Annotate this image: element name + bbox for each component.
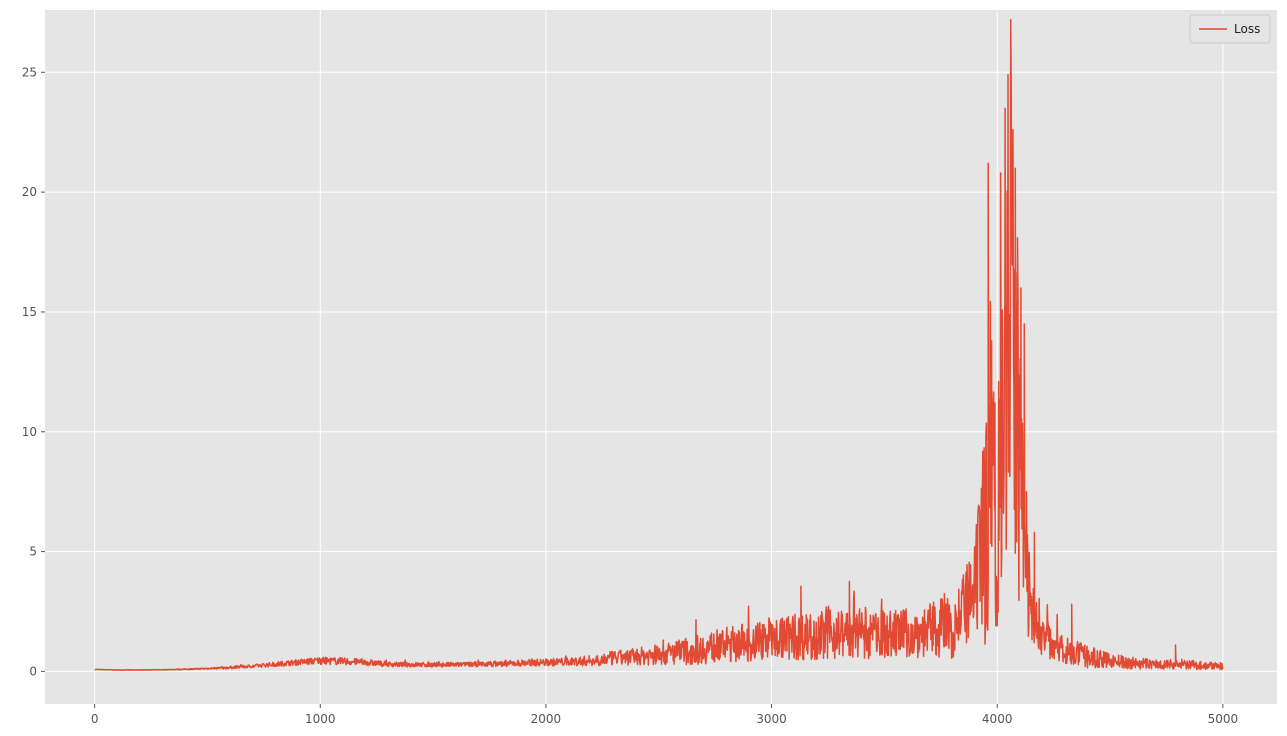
tick-label-y-5: 5 (29, 545, 37, 559)
tick-label-x-2000: 2000 (531, 712, 562, 726)
series-line-loss (94, 18, 1224, 671)
legend-label-loss: Loss (1234, 22, 1260, 36)
tick-label-y-0: 0 (29, 664, 37, 678)
series-group (94, 18, 1224, 671)
tick-label-x-3000: 3000 (756, 712, 787, 726)
tick-label-y-15: 15 (22, 305, 37, 319)
tick-label-x-5000: 5000 (1208, 712, 1239, 726)
legend: Loss (1189, 14, 1271, 44)
legend-box (1189, 14, 1271, 44)
tick-label-x-1000: 1000 (305, 712, 336, 726)
tick-label-x-0: 0 (91, 712, 99, 726)
grid-lines (45, 10, 1277, 704)
tick-label-x-4000: 4000 (982, 712, 1013, 726)
plot-area (45, 10, 1277, 704)
tick-label-y-25: 25 (22, 65, 37, 79)
axis-ticks: 0 1000 2000 3000 4000 5000 0 5 10 15 20 25 (22, 65, 1238, 726)
tick-label-y-20: 20 (22, 185, 37, 199)
tick-label-y-10: 10 (22, 425, 37, 439)
